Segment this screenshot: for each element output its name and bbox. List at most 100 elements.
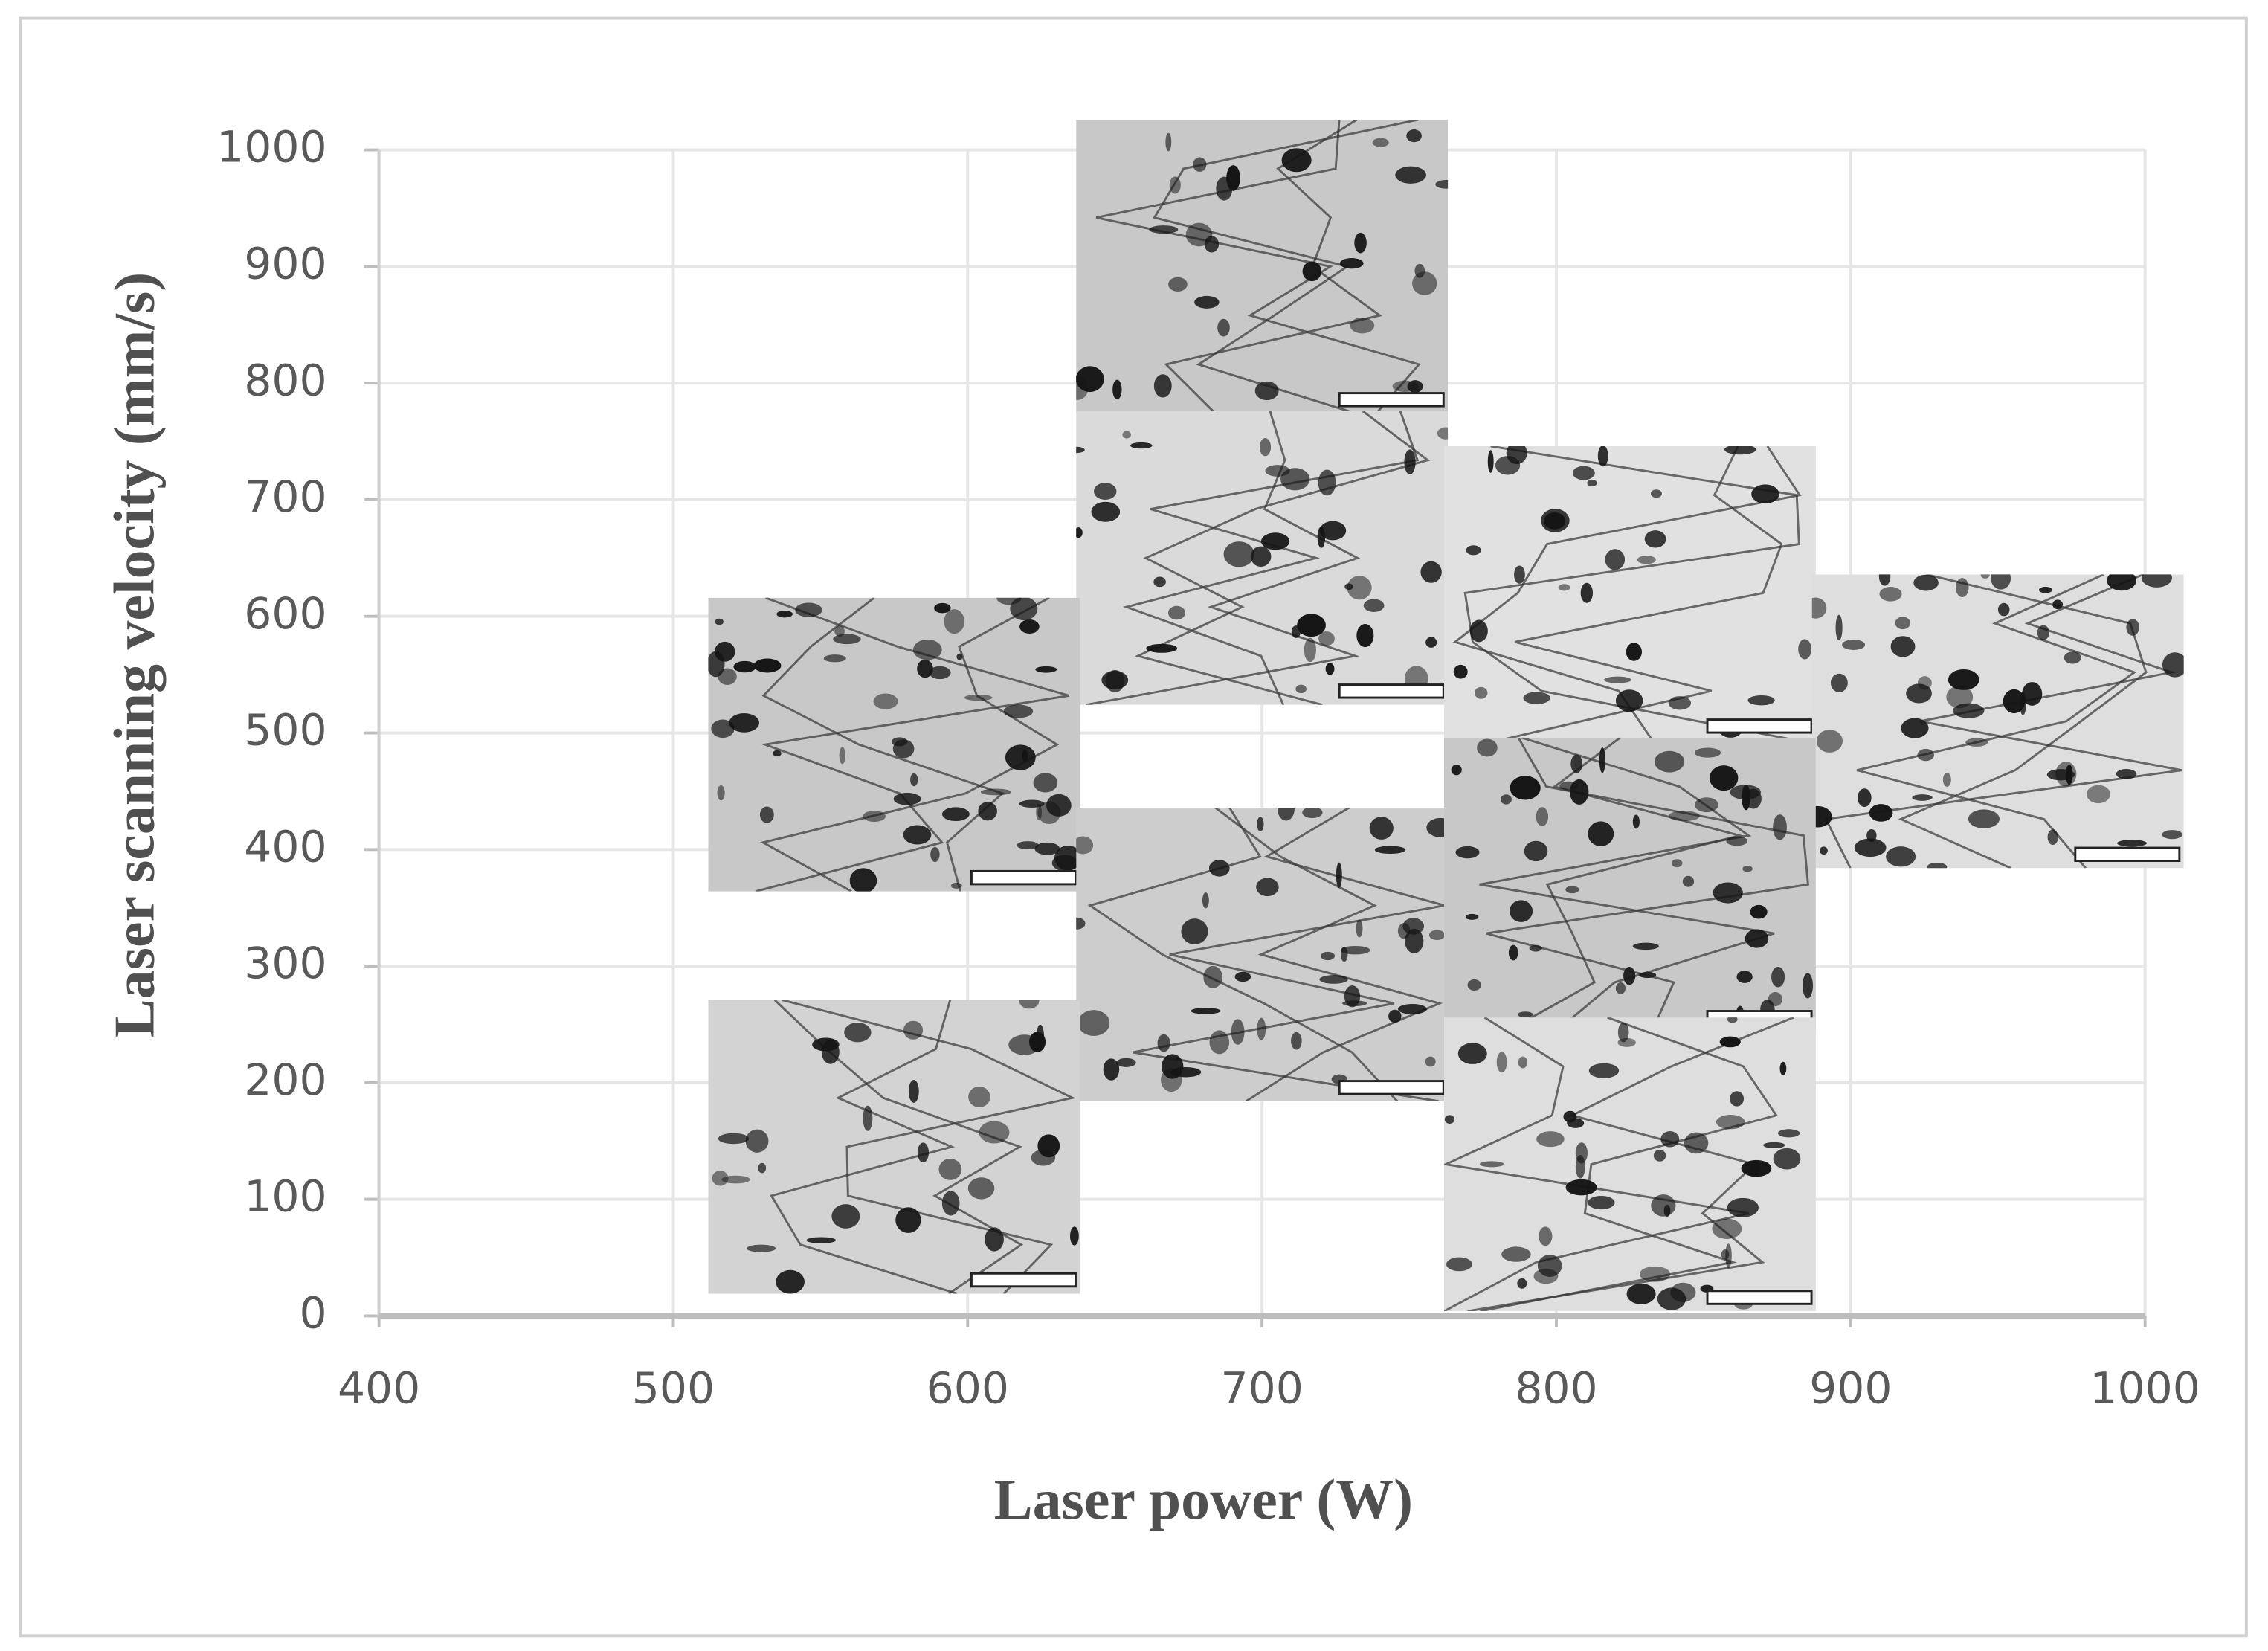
pore	[1354, 232, 1367, 254]
pore	[776, 1269, 805, 1294]
x-tick-label: 700	[1220, 1363, 1303, 1414]
pore	[1605, 549, 1626, 570]
pore	[2086, 785, 2110, 804]
pore	[1694, 747, 1721, 758]
pore	[1587, 479, 1597, 487]
pore	[844, 1023, 872, 1043]
pore	[1122, 431, 1131, 439]
pore	[1465, 913, 1479, 920]
pore	[1510, 776, 1541, 800]
pore	[1046, 794, 1072, 817]
pore	[1716, 1115, 1745, 1130]
pore	[1149, 225, 1179, 234]
pore	[1777, 1129, 1800, 1138]
pore	[863, 1105, 873, 1131]
pore	[1544, 512, 1566, 530]
pore	[1185, 222, 1213, 247]
crack	[1485, 737, 1810, 1032]
pore	[1257, 817, 1264, 831]
pore	[1339, 258, 1364, 269]
pore	[917, 1142, 930, 1163]
pore	[1597, 445, 1608, 467]
pore	[1588, 1195, 1615, 1210]
pore	[1017, 841, 1039, 849]
pore	[823, 654, 846, 663]
pore	[795, 602, 822, 617]
pore	[821, 1040, 840, 1064]
pore	[1771, 966, 1785, 988]
pore	[893, 793, 921, 805]
crack	[1443, 1017, 1749, 1312]
pore	[1727, 1197, 1759, 1217]
pore	[1660, 1131, 1680, 1148]
pore	[1414, 263, 1425, 278]
micrograph	[708, 1000, 1080, 1294]
pore	[1302, 807, 1323, 819]
pore	[1165, 132, 1172, 152]
pore	[1295, 684, 1307, 694]
pore	[938, 1158, 962, 1180]
pore	[1479, 1161, 1504, 1168]
pore	[1344, 583, 1353, 590]
pore	[1869, 804, 1893, 822]
pore	[1927, 862, 1948, 869]
pore	[1347, 576, 1372, 600]
pore	[1626, 1283, 1656, 1304]
pore	[1374, 846, 1406, 854]
pore	[1644, 530, 1666, 548]
pore	[1763, 1142, 1785, 1148]
pore	[1803, 973, 1813, 999]
scale-bar	[2074, 846, 2181, 862]
pore	[1539, 1226, 1553, 1246]
pore	[1946, 686, 1974, 709]
pore	[1319, 975, 1348, 984]
pore	[1991, 574, 2011, 590]
pore	[1153, 576, 1166, 588]
pore	[1858, 788, 1872, 807]
pore	[1193, 157, 1207, 172]
pore	[980, 788, 1011, 796]
crack	[1085, 411, 1361, 705]
pore	[1558, 584, 1570, 591]
pore	[1318, 631, 1335, 646]
pore	[929, 666, 951, 680]
pore	[1565, 1179, 1597, 1196]
pore	[1208, 860, 1230, 877]
pore	[1653, 1149, 1666, 1162]
pore	[1599, 747, 1605, 773]
pore	[729, 712, 759, 733]
pore	[1651, 1194, 1676, 1217]
pore	[1395, 166, 1426, 184]
pore	[1588, 1063, 1620, 1078]
pore	[1820, 846, 1828, 855]
pore	[1319, 521, 1347, 541]
pore	[1231, 1019, 1245, 1045]
pore	[1639, 1266, 1671, 1282]
scale-bar	[970, 869, 1077, 886]
pore	[711, 719, 735, 738]
pore	[1203, 965, 1223, 988]
crack	[755, 597, 1070, 892]
pore	[1866, 828, 1877, 843]
pore	[1260, 532, 1290, 550]
x-tick-label: 400	[338, 1363, 420, 1414]
pore	[839, 747, 845, 765]
pore	[1575, 1155, 1585, 1179]
pore	[1637, 556, 1656, 564]
pore	[1256, 878, 1279, 897]
pore	[1302, 261, 1322, 282]
pore	[773, 750, 782, 757]
micrograph	[1443, 1017, 1816, 1312]
pore	[745, 1129, 769, 1153]
pore	[1580, 582, 1594, 603]
pore	[1392, 380, 1418, 393]
micrograph	[1076, 807, 1449, 1101]
pore	[1501, 1246, 1531, 1262]
pore	[1617, 1022, 1629, 1043]
crack	[1480, 1017, 1779, 1312]
x-tick-label: 600	[927, 1363, 1009, 1414]
pore	[1533, 1268, 1559, 1284]
pore	[1297, 614, 1326, 637]
crack	[1133, 807, 1446, 1101]
